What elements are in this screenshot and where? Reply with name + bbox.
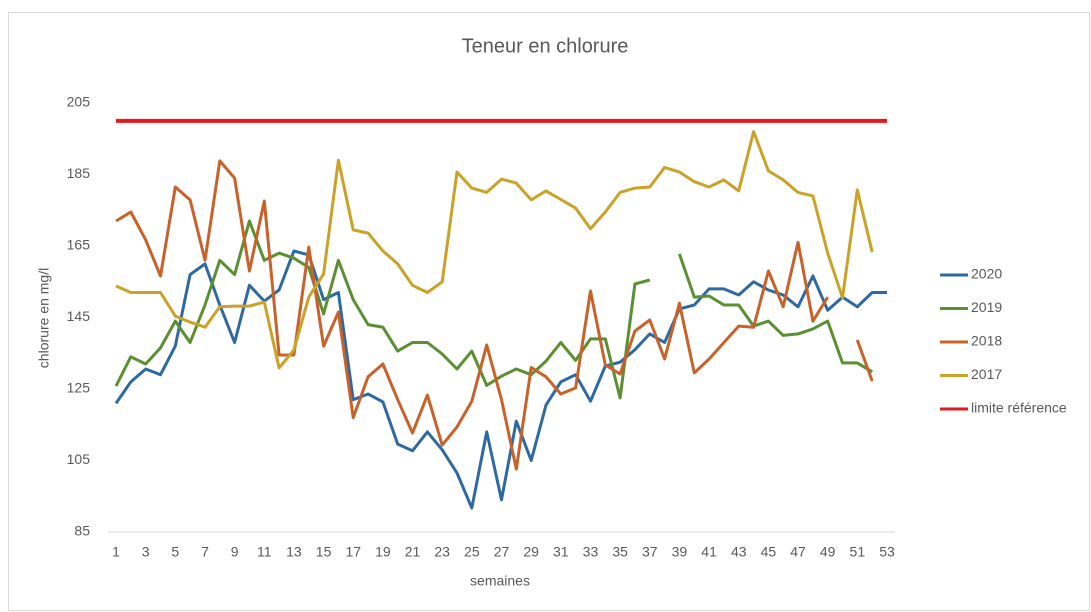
x-tick-label: 31	[553, 544, 569, 560]
legend-label: 2018	[971, 333, 1002, 349]
legend-label: limite référence	[971, 400, 1067, 416]
series-line	[115, 159, 874, 471]
x-tick-label: 53	[879, 544, 895, 560]
x-tick-label: 37	[642, 544, 658, 560]
y-tick-label: 165	[67, 237, 91, 253]
y-tick-label: 205	[67, 94, 91, 110]
x-tick-label: 45	[761, 544, 777, 560]
x-tick-label: 49	[820, 544, 836, 560]
y-tick-label: 105	[67, 451, 91, 467]
series-line	[114, 249, 887, 510]
legend-label: 2019	[971, 299, 1002, 315]
x-tick-label: 41	[701, 544, 717, 560]
series-line	[115, 130, 874, 370]
x-tick-label: 13	[286, 544, 302, 560]
legend-label: 2017	[971, 366, 1002, 382]
x-tick-label: 21	[405, 544, 421, 560]
x-tick-label: 43	[731, 544, 747, 560]
x-tick-label: 23	[434, 544, 450, 560]
y-tick-label: 125	[67, 380, 91, 396]
x-tick-label: 7	[201, 544, 209, 560]
x-tick-label: 51	[850, 544, 866, 560]
x-tick-label: 5	[171, 544, 179, 560]
x-tick-label: 11	[257, 544, 272, 560]
y-tick-label: 145	[67, 308, 91, 324]
chart-frame	[8, 12, 1090, 611]
x-tick-label: 1	[112, 544, 120, 560]
chart-title: Teneur en chlorure	[462, 35, 629, 57]
x-tick-label: 3	[142, 544, 150, 560]
y-tick-label: 85	[74, 523, 90, 539]
x-tick-label: 9	[231, 544, 239, 560]
x-tick-label: 17	[345, 544, 361, 560]
x-tick-label: 39	[672, 544, 688, 560]
series-line	[114, 219, 873, 400]
x-tick-label: 19	[375, 544, 391, 560]
x-axis-label: semaines	[470, 573, 530, 589]
x-tick-label: 29	[523, 544, 539, 560]
x-tick-label: 15	[316, 544, 332, 560]
y-axis-label: chlorure en mg/l	[36, 268, 52, 368]
x-tick-label: 35	[612, 544, 628, 560]
x-tick-label: 47	[790, 544, 806, 560]
y-tick-label: 185	[67, 165, 91, 181]
x-tick-label: 33	[583, 544, 599, 560]
x-tick-label: 25	[464, 544, 480, 560]
legend-label: 2020	[971, 266, 1002, 282]
x-tick-label: 27	[494, 544, 510, 560]
